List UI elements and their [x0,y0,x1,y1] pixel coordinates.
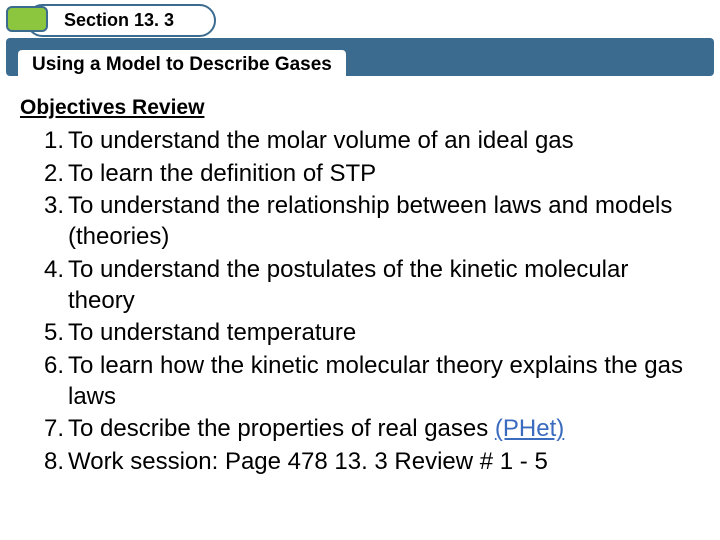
list-item-text: To understand the postulates of the kine… [68,256,628,314]
objectives-heading: Objectives Review [20,96,700,120]
list-item: To learn the definition of STP [20,159,700,190]
slide-header: Section 13. 3 Using a Model to Describe … [0,0,720,90]
slide-content: Objectives Review To understand the mola… [0,90,720,478]
list-item-text: To learn the definition of STP [68,160,376,187]
section-label: Section 13. 3 [64,10,174,30]
list-item-text: To understand temperature [68,319,356,346]
title-bar-inner: Using a Model to Describe Gases [18,50,346,76]
list-item-text: To describe the properties of real gases [68,415,495,442]
list-item-text: To learn how the kinetic molecular theor… [68,352,683,410]
title-bar: Using a Model to Describe Gases [6,38,714,76]
list-item: To understand the molar volume of an ide… [20,126,700,157]
list-item-text: To understand the relationship between l… [68,192,672,250]
list-item: To understand the postulates of the kine… [20,255,700,316]
slide-subtitle: Using a Model to Describe Gases [32,54,332,75]
phet-link[interactable]: (PHet) [495,415,564,442]
list-item: Work session: Page 478 13. 3 Review # 1 … [20,447,700,478]
list-item: To learn how the kinetic molecular theor… [20,351,700,412]
list-item-text: Work session: Page 478 13. 3 Review # 1 … [68,448,548,475]
list-item: To describe the properties of real gases… [20,414,700,445]
objectives-list: To understand the molar volume of an ide… [20,126,700,478]
section-lozenge: Section 13. 3 [26,4,216,37]
accent-box [6,6,48,32]
list-item: To understand temperature [20,318,700,349]
list-item: To understand the relationship between l… [20,191,700,252]
list-item-text: To understand the molar volume of an ide… [68,127,574,154]
